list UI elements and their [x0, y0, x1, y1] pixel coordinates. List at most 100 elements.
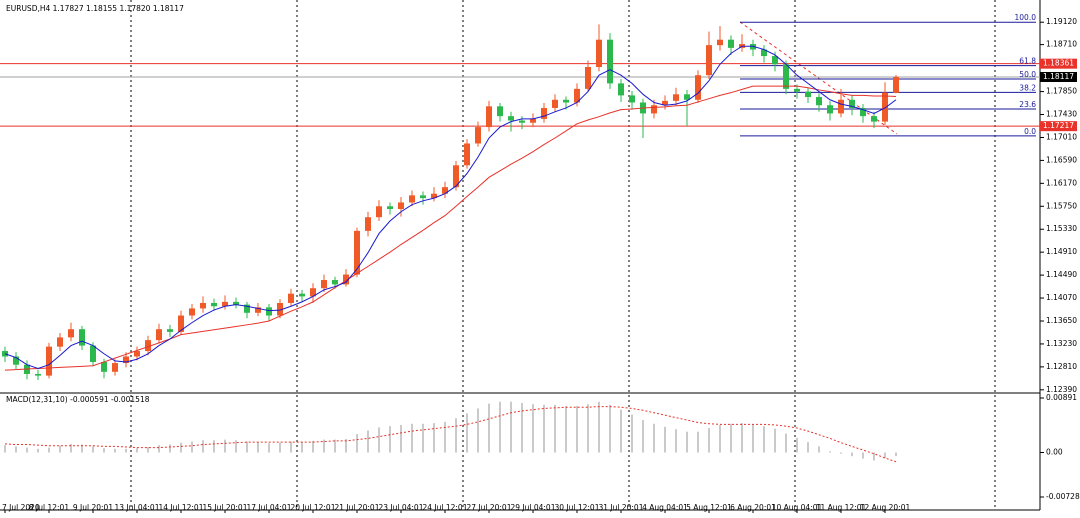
y-tick-label: 1.14910	[1046, 247, 1077, 256]
x-tick-label: 8 Jul 12:01	[29, 503, 69, 512]
candle-body	[409, 195, 415, 203]
candle-body	[871, 116, 877, 122]
x-tick-label: 15 Jul 20:01	[203, 503, 248, 512]
y-tick-label: 1.17010	[1046, 132, 1077, 141]
y-tick-label: 1.12390	[1046, 385, 1077, 394]
price-tag-label: 1.18117	[1043, 72, 1074, 81]
candle-body	[838, 99, 844, 114]
candle-body	[574, 88, 580, 103]
price-tag-label: 1.18361	[1043, 59, 1074, 68]
x-tick-label: 17 Jul 04:01	[247, 503, 292, 512]
candle-body	[706, 45, 712, 76]
x-tick-label: 4 Aug 04:01	[642, 503, 688, 512]
candle-body	[827, 105, 833, 114]
candle-body	[860, 107, 866, 117]
candle-body	[321, 280, 327, 289]
candle-body	[629, 95, 635, 103]
fib-label: 100.0	[1015, 13, 1037, 22]
candle-body	[464, 143, 470, 166]
chart-title: EURUSD,H4 1.17827 1.18155 1.17820 1.1811…	[6, 4, 184, 13]
candle-body	[552, 99, 558, 108]
x-tick-label: 21 Jul 20:01	[335, 503, 380, 512]
candle-body	[101, 361, 107, 372]
macd-signal	[4, 406, 897, 463]
candle-body	[222, 301, 228, 307]
candle-body	[563, 99, 569, 103]
candle-body	[761, 49, 767, 57]
fib-label: 61.8	[1019, 57, 1036, 66]
macd-title: MACD(12,31,10) -0.000591 -0.001518	[6, 395, 150, 404]
x-tick-label: 20 Jul 12:01	[291, 503, 336, 512]
candle-body	[288, 293, 294, 303]
candle-body	[178, 315, 184, 332]
candle-body	[541, 107, 547, 119]
candle-body	[46, 346, 52, 376]
y-tick-label: 1.15750	[1046, 201, 1077, 210]
candle-body	[112, 363, 118, 372]
x-tick-label: 13 Jul 04:01	[115, 503, 160, 512]
x-tick-label: 23 Jul 04:01	[379, 503, 424, 512]
separators	[130, 0, 996, 510]
x-tick-label: 12 Aug 20:01	[860, 503, 911, 512]
x-tick-label: 24 Jul 12:01	[423, 503, 468, 512]
candle-body	[376, 206, 382, 218]
candle-body	[530, 118, 536, 123]
moving-average	[4, 85, 897, 371]
x-tick-label: 14 Jul 12:01	[159, 503, 204, 512]
candle-body	[134, 351, 140, 357]
fib-label: 50.0	[1019, 70, 1036, 79]
candle-body	[662, 100, 668, 106]
candle-body	[398, 202, 404, 210]
x-tick-label: 11 Aug 12:01	[816, 503, 867, 512]
candle-body	[673, 94, 679, 101]
y-tick-label: 1.17430	[1046, 110, 1077, 119]
candle-body	[310, 288, 316, 297]
y-tick-label: 1.17850	[1046, 87, 1077, 96]
candle-body	[156, 329, 162, 341]
candle-body	[618, 83, 624, 96]
x-tick-label: 9 Jul 20:01	[73, 503, 113, 512]
candle-body	[255, 307, 261, 313]
candle-body	[123, 356, 129, 364]
fib-label: 38.2	[1019, 83, 1036, 92]
candle-body	[442, 187, 448, 194]
candle-body	[684, 94, 690, 100]
y-tick-label: 1.13230	[1046, 339, 1077, 348]
moving-average	[4, 45, 897, 370]
price-tag	[1040, 121, 1077, 132]
price-tag	[1040, 71, 1077, 82]
candle-body	[585, 67, 591, 89]
x-tick-label: 29 Jul 04:01	[511, 503, 556, 512]
candle-body	[728, 39, 734, 48]
candle-body	[90, 345, 96, 362]
candle-body	[486, 106, 492, 128]
candle-body	[233, 301, 239, 305]
x-tick-label: 7 Jul 2020	[2, 503, 40, 512]
candle-body	[453, 165, 459, 188]
fib-label: 0.0	[1024, 127, 1036, 136]
candle-body	[244, 304, 250, 313]
candle-body	[508, 116, 514, 121]
candle-body	[772, 56, 778, 65]
x-tick-label: 10 Aug 04:01	[772, 503, 823, 512]
candle-body	[519, 120, 525, 123]
candle-body	[266, 307, 272, 316]
trendline	[739, 21, 898, 135]
candle-body	[57, 337, 63, 347]
candle-body	[354, 230, 360, 275]
x-tick-label: 6 Aug 20:01	[730, 503, 776, 512]
y-tick-label: 1.15330	[1046, 224, 1077, 233]
candle-body	[893, 76, 899, 93]
candle-body	[607, 39, 613, 84]
candle-body	[750, 44, 756, 50]
candle-body	[68, 329, 74, 338]
candle-body	[882, 92, 888, 122]
macd-tick-label: 0.00891	[1046, 393, 1077, 402]
candle-body	[431, 193, 437, 199]
candle-body	[343, 274, 349, 285]
macd-tick-label: 0.00	[1046, 447, 1063, 456]
y-tick-label: 1.13650	[1046, 316, 1077, 325]
candle-body	[211, 302, 217, 307]
x-tick-label: 30 Jul 12:01	[555, 503, 600, 512]
